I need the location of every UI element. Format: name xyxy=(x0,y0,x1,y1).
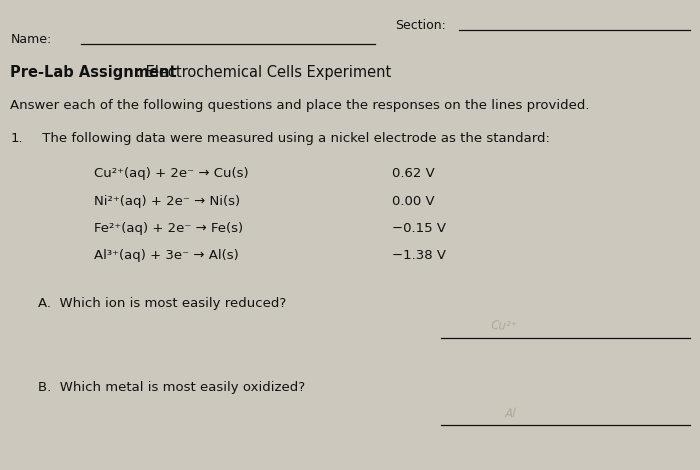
Text: 0.00 V: 0.00 V xyxy=(392,195,435,208)
Text: Section:: Section: xyxy=(395,19,447,32)
Text: Pre-Lab Assignment: Pre-Lab Assignment xyxy=(10,65,177,80)
Text: Al³⁺(aq) + 3e⁻ → Al(s): Al³⁺(aq) + 3e⁻ → Al(s) xyxy=(94,249,239,262)
Text: B.  Which metal is most easily oxidized?: B. Which metal is most easily oxidized? xyxy=(38,381,306,394)
Text: Cu²⁺: Cu²⁺ xyxy=(490,320,517,334)
Text: −1.38 V: −1.38 V xyxy=(392,249,446,262)
Text: 1.: 1. xyxy=(10,132,23,145)
Text: Ni²⁺(aq) + 2e⁻ → Ni(s): Ni²⁺(aq) + 2e⁻ → Ni(s) xyxy=(94,195,241,208)
Text: The following data were measured using a nickel electrode as the standard:: The following data were measured using a… xyxy=(38,132,550,145)
Text: : Electrochemical Cells Experiment: : Electrochemical Cells Experiment xyxy=(136,65,392,80)
Text: Fe²⁺(aq) + 2e⁻ → Fe(s): Fe²⁺(aq) + 2e⁻ → Fe(s) xyxy=(94,222,244,235)
Text: 0.62 V: 0.62 V xyxy=(392,167,435,180)
Text: Answer each of the following questions and place the responses on the lines prov: Answer each of the following questions a… xyxy=(10,99,590,112)
Text: Cu²⁺(aq) + 2e⁻ → Cu(s): Cu²⁺(aq) + 2e⁻ → Cu(s) xyxy=(94,167,249,180)
Text: Name:: Name: xyxy=(10,33,52,47)
Text: A.  Which ion is most easily reduced?: A. Which ion is most easily reduced? xyxy=(38,297,287,310)
Text: −0.15 V: −0.15 V xyxy=(392,222,446,235)
Text: Al: Al xyxy=(504,407,516,420)
